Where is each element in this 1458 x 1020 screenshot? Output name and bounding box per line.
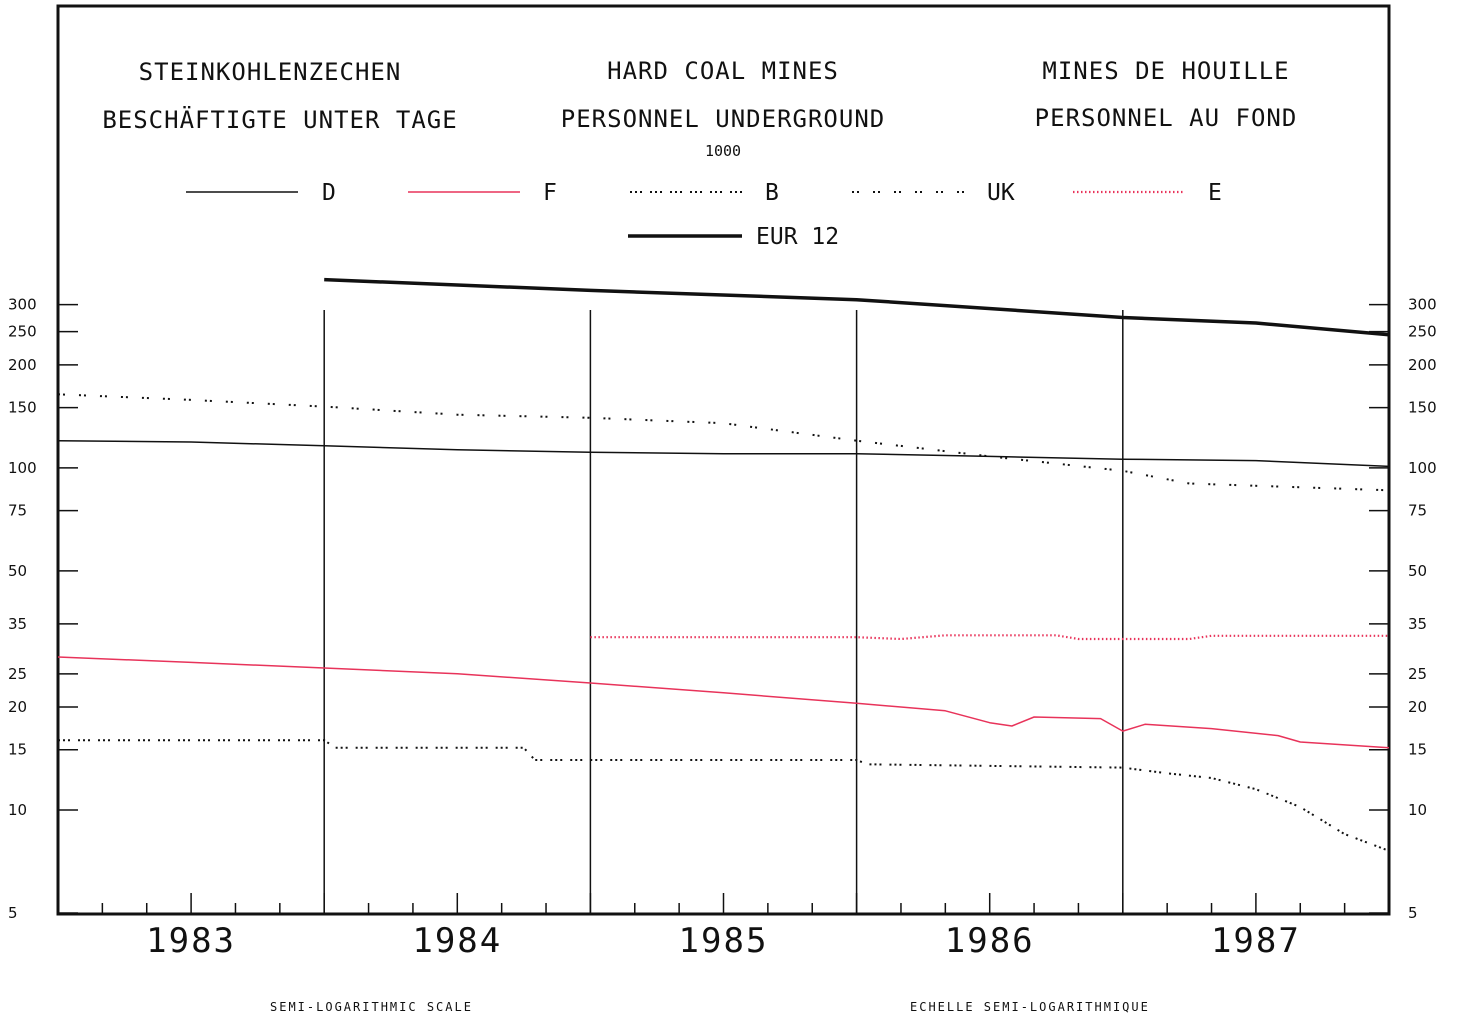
y-tick-label-left: 50 <box>8 562 27 580</box>
y-tick-label-left: 200 <box>8 356 37 374</box>
plot-frame <box>56 4 1391 916</box>
x-tick-label: 1983 <box>146 921 236 961</box>
y-tick-label-left: 75 <box>8 502 27 520</box>
y-tick-label-left: 25 <box>8 665 27 683</box>
x-tick-label: 1985 <box>679 921 769 961</box>
y-tick-label-right: 300 <box>1408 296 1437 314</box>
y-tick-label-right: 25 <box>1408 665 1427 683</box>
title-de-line1: STEINKOHLENZECHEN <box>138 58 402 86</box>
legend-label-uk: UK <box>987 180 1015 206</box>
y-tick-label-right: 20 <box>1408 698 1427 716</box>
y-tick-label-right: 35 <box>1408 615 1427 633</box>
series-line-uk <box>57 393 1390 492</box>
x-tick-label: 1986 <box>945 921 1035 961</box>
y-tick-label-right: 10 <box>1408 801 1427 819</box>
y-tick-label-right: 15 <box>1408 741 1427 759</box>
title-de-line2: BESCHÄFTIGTE UNTER TAGE <box>102 106 458 134</box>
y-tick-label-left: 15 <box>8 741 27 759</box>
y-tick-label-right: 5 <box>1408 904 1418 922</box>
y-tick-label-right: 75 <box>1408 502 1427 520</box>
y-tick-label-left: 10 <box>8 801 27 819</box>
y-tick-label-left: 150 <box>8 399 37 417</box>
y-tick-label-left: 250 <box>8 323 37 341</box>
y-tick-label-right: 250 <box>1408 323 1437 341</box>
legend-label-eur12: EUR 12 <box>756 224 839 250</box>
legend-label-f: F <box>543 180 557 206</box>
title-fr-line2: PERSONNEL AU FOND <box>1034 104 1298 132</box>
series-line-b <box>58 739 1390 852</box>
y-tick-label-right: 200 <box>1408 356 1437 374</box>
legend-label-e: E <box>1208 180 1222 206</box>
y-tick-label-left: 20 <box>8 698 27 716</box>
legend-label-d: D <box>322 180 336 206</box>
footer-right: ECHELLE SEMI-LOGARITHMIQUE <box>910 1000 1150 1014</box>
y-tick-label-left: 300 <box>8 296 37 314</box>
series-line-d <box>57 439 1390 468</box>
y-tick-label-left: 5 <box>8 904 18 922</box>
x-tick-label: 1987 <box>1211 921 1301 961</box>
y-tick-label-right: 50 <box>1408 562 1427 580</box>
x-tick-label: 1984 <box>412 921 502 961</box>
title-fr-line1: MINES DE HOUILLE <box>1042 57 1290 85</box>
legend-label-b: B <box>765 180 779 206</box>
title-en-line1: HARD COAL MINES <box>607 57 839 85</box>
y-tick-label-left: 35 <box>8 615 27 633</box>
series-line-f <box>57 656 1390 749</box>
y-tick-label-right: 100 <box>1408 459 1437 477</box>
unit-label: 1000 <box>704 142 742 160</box>
y-tick-label-left: 100 <box>8 459 37 477</box>
y-tick-label-right: 150 <box>1408 399 1437 417</box>
series-line-eur12 <box>324 277 1390 337</box>
footer-left: SEMI-LOGARITHMIC SCALE <box>270 1000 473 1014</box>
series-line-e <box>590 634 1389 641</box>
title-en-line2: PERSONNEL UNDERGROUND <box>560 105 886 133</box>
